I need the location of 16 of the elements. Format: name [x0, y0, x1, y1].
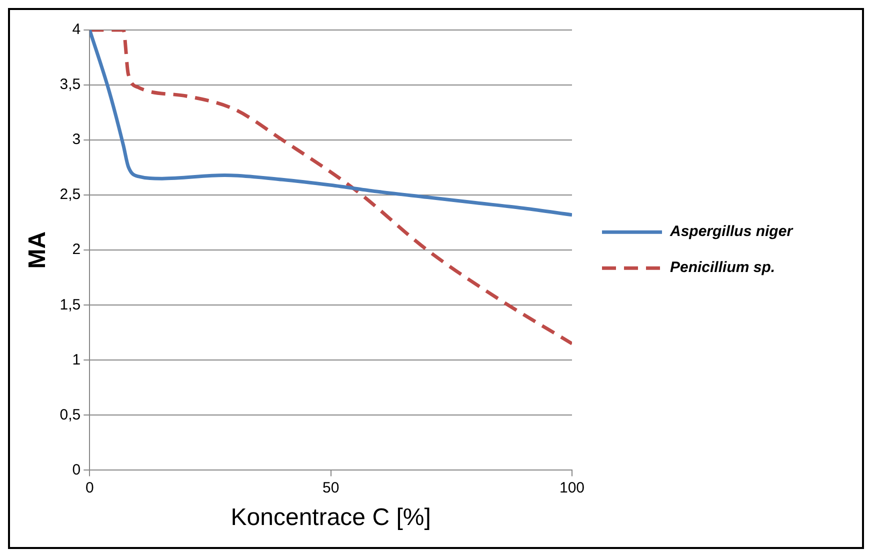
y-tick-label: 0,5: [60, 406, 81, 424]
x-tick-label: 50: [322, 479, 340, 496]
y-tick-label: 3: [72, 131, 81, 148]
legend-label: Aspergillus niger: [669, 223, 794, 240]
y-tick-label: 2,5: [60, 186, 81, 204]
y-tick-label: 0: [72, 461, 81, 478]
x-tick-label: 0: [85, 479, 94, 496]
y-tick-label: 2: [72, 241, 81, 258]
y-tick-label: 1,5: [60, 296, 81, 314]
legend-label: Penicillium sp.: [670, 259, 776, 276]
x-axis-title: Koncentrace C [%]: [230, 504, 431, 532]
y-tick-label: 3,5: [60, 76, 81, 94]
y-tick-label: 1: [72, 351, 81, 368]
x-tick-label: 100: [559, 479, 585, 496]
y-tick-label: 4: [72, 21, 81, 38]
y-axis-title: MA: [24, 231, 52, 269]
